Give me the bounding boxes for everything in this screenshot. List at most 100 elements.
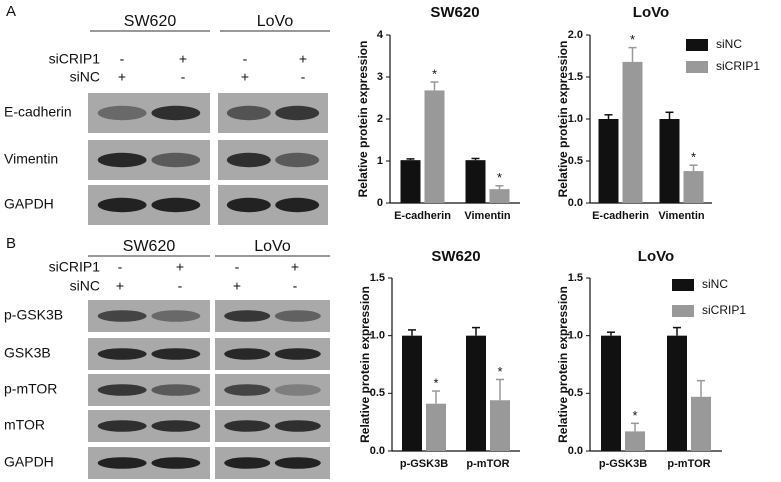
y-tick-label: 0.0 xyxy=(568,197,583,209)
y-tick-label: 1.5 xyxy=(370,272,385,284)
y-axis-label: Relative protein expression xyxy=(556,286,570,443)
bar xyxy=(598,119,619,203)
panel-label: A xyxy=(6,3,16,20)
blot-band xyxy=(224,348,271,360)
condition-sign: - xyxy=(301,69,306,85)
condition-sign: - xyxy=(178,278,183,294)
condition-sign: - xyxy=(118,259,123,275)
y-tick-label: 1.5 xyxy=(568,71,583,83)
x-tick-label: p-GSK3B xyxy=(400,458,448,470)
y-tick-label: 0.0 xyxy=(568,445,583,457)
condition-label: siCRIP1 xyxy=(49,51,101,67)
condition-sign: - xyxy=(120,51,125,67)
bar xyxy=(601,335,621,451)
condition-sign: - xyxy=(235,259,240,275)
condition-sign: + xyxy=(241,69,249,85)
y-tick-label: 1.5 xyxy=(568,272,583,284)
bar xyxy=(402,335,422,451)
blot-band xyxy=(151,348,201,360)
significance-mark: * xyxy=(497,364,502,379)
condition-sign: + xyxy=(233,278,241,294)
blot-band xyxy=(275,197,320,213)
significance-mark: * xyxy=(630,32,635,47)
row-label: GSK3B xyxy=(4,345,51,361)
blot-band xyxy=(97,197,147,213)
y-tick-label: 0.5 xyxy=(568,387,583,399)
y-tick-label: 0 xyxy=(377,197,383,209)
blot-band xyxy=(224,457,271,469)
y-tick-label: 4 xyxy=(377,29,384,41)
legend-label: siCRIP1 xyxy=(716,59,760,73)
x-tick-label: Vimentin xyxy=(658,210,705,222)
condition-sign: + xyxy=(118,69,126,85)
blot-band xyxy=(97,384,147,396)
condition-sign: + xyxy=(179,51,187,67)
row-label: GAPDH xyxy=(4,454,54,470)
blot-band xyxy=(274,310,321,322)
blot-band xyxy=(274,420,321,432)
legend-label: siNC xyxy=(702,277,728,291)
group-label: SW620 xyxy=(123,238,176,255)
bar xyxy=(426,403,446,451)
bar xyxy=(490,400,510,451)
y-tick-label: 1 xyxy=(377,155,383,167)
blot-band xyxy=(151,197,201,213)
chart-title: LoVo xyxy=(633,4,669,21)
bar xyxy=(622,61,643,203)
blot-band xyxy=(151,310,201,322)
legend-swatch xyxy=(672,305,694,317)
blot-band xyxy=(275,105,320,121)
y-tick-label: 3 xyxy=(377,71,383,83)
y-axis-label: Relative protein expression xyxy=(356,41,370,198)
bar xyxy=(659,119,680,203)
chart-title: LoVo xyxy=(638,248,674,265)
y-axis-label: Relative protein expression xyxy=(358,286,372,443)
y-tick-label: 0.0 xyxy=(370,445,385,457)
bar xyxy=(400,160,421,203)
blot-band xyxy=(151,152,201,168)
group-label: SW620 xyxy=(124,13,177,30)
y-tick-label: 0.5 xyxy=(568,155,583,167)
blot-band xyxy=(97,105,147,121)
chart-title: SW620 xyxy=(431,248,480,265)
legend-swatch xyxy=(686,39,708,51)
blot-band xyxy=(274,348,321,360)
blot-band xyxy=(151,457,201,469)
x-tick-label: p-mTOR xyxy=(667,458,710,470)
condition-sign: - xyxy=(243,51,248,67)
condition-label: siNC xyxy=(70,69,100,85)
significance-mark: * xyxy=(497,170,502,185)
bar xyxy=(466,335,486,451)
group-label: LoVo xyxy=(254,238,291,255)
x-tick-label: p-GSK3B xyxy=(599,458,647,470)
blot-band xyxy=(97,152,147,168)
condition-sign: + xyxy=(299,51,307,67)
legend-label: siCRIP1 xyxy=(702,303,746,317)
row-label: E-cadherin xyxy=(4,104,72,120)
x-tick-label: E-cadherin xyxy=(394,210,451,222)
y-tick-label: 0.5 xyxy=(370,387,385,399)
blot-band xyxy=(224,310,271,322)
condition-sign: + xyxy=(176,259,184,275)
blot-band xyxy=(97,310,147,322)
y-tick-label: 2.0 xyxy=(568,29,583,41)
y-axis-label: Relative protein expression xyxy=(556,41,570,198)
group-label: LoVo xyxy=(257,13,294,30)
blot-band xyxy=(274,457,321,469)
row-label: mTOR xyxy=(4,417,45,433)
condition-sign: + xyxy=(116,278,124,294)
blot-band xyxy=(224,420,271,432)
panel-label: B xyxy=(6,235,16,252)
blot-band xyxy=(97,348,147,360)
blot-band xyxy=(226,197,271,213)
blot-band xyxy=(224,384,271,396)
blot-band xyxy=(97,457,147,469)
row-label: Vimentin xyxy=(4,151,58,167)
blot-band xyxy=(151,105,201,121)
row-label: p-mTOR xyxy=(4,381,57,397)
blot-band xyxy=(151,384,201,396)
row-label: GAPDH xyxy=(4,196,54,212)
bar xyxy=(683,171,704,203)
blot-band xyxy=(151,420,201,432)
